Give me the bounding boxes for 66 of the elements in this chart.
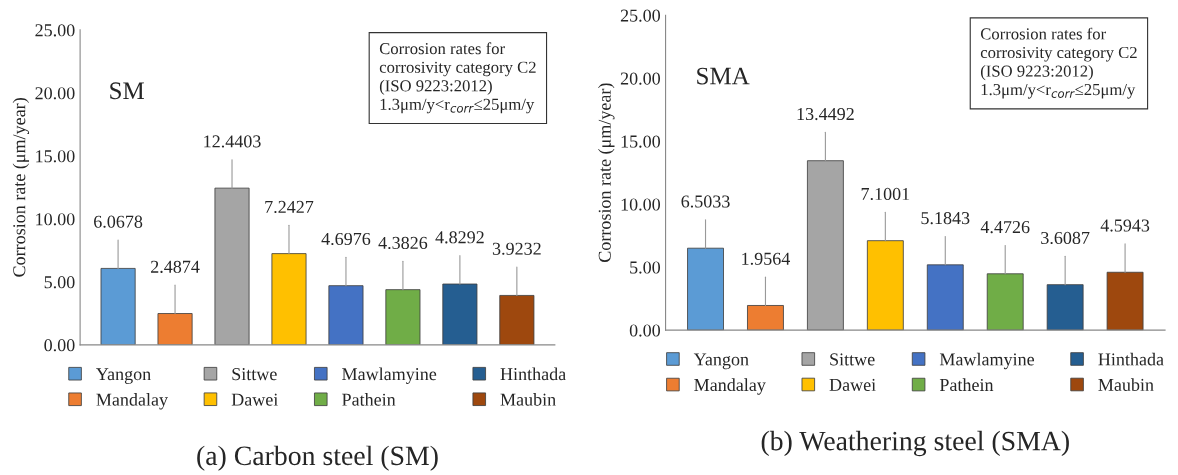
y-axis-title: Corrosion rate (μm/year) bbox=[598, 83, 615, 262]
bar bbox=[747, 305, 784, 331]
data-label: 13.4492 bbox=[797, 107, 854, 121]
annotation: Corrosion rates for corrosivity category C2 (ISO 9223:2012) 1.3μm/y<r$_{corr}$≤25μm/y bbox=[980, 27, 1137, 99]
legend-label: Dawei bbox=[231, 393, 278, 406]
bar bbox=[385, 289, 421, 345]
data-label: 6.5033 bbox=[681, 195, 730, 208]
legend-label: Mandalay bbox=[694, 378, 766, 395]
legend-label: Sittwe bbox=[232, 368, 277, 381]
bar bbox=[328, 285, 364, 345]
y-axis-title: Corrosion rate (μm/year) bbox=[12, 98, 30, 277]
bar bbox=[926, 264, 964, 331]
legend-label: Yangon bbox=[693, 353, 749, 370]
y-tick-label: 0.00 bbox=[629, 324, 661, 337]
legend-label: Maubin bbox=[1098, 378, 1154, 391]
text: (a) Carbon steel (SM) bbox=[197, 445, 438, 471]
bar bbox=[1106, 271, 1144, 331]
bar bbox=[100, 267, 136, 345]
data-label: 3.6087 bbox=[1041, 231, 1090, 245]
y-tick-label: 0.00 bbox=[44, 339, 75, 352]
legend-label: Mandalay bbox=[96, 393, 168, 410]
y-tick-label: 5.00 bbox=[630, 261, 661, 274]
legend-label: Mawlamyine bbox=[342, 367, 437, 384]
y-tick-label: 20.00 bbox=[35, 87, 75, 100]
text: (b) Weathering steel (SMA) bbox=[761, 430, 1069, 457]
legend-label: Hinthada bbox=[1098, 352, 1164, 366]
data-label: 4.6976 bbox=[321, 232, 371, 246]
bar bbox=[687, 247, 724, 331]
data-label: 7.1001 bbox=[861, 187, 910, 201]
data-label: 2.4874 bbox=[151, 260, 200, 273]
annotation: Corrosion rates for corrosivity category C2 (ISO 9223:2012) 1.3μm/y<r$_{corr}$≤25μm/y bbox=[379, 42, 536, 114]
bar bbox=[866, 240, 904, 331]
data-label: 4.4726 bbox=[980, 221, 1030, 234]
bar bbox=[986, 273, 1024, 331]
y-tick-label: 25.00 bbox=[35, 24, 75, 37]
legend-label: Maubin bbox=[500, 393, 556, 406]
legend-label: Sittwe bbox=[830, 353, 875, 366]
legend-label: Pathein bbox=[342, 393, 396, 406]
y-tick-label: 5.00 bbox=[44, 276, 75, 289]
legend-label: Hinthada bbox=[500, 367, 566, 381]
data-label: 7.2427 bbox=[265, 200, 314, 214]
y-tick-label: 25.00 bbox=[620, 9, 661, 22]
annotation: SM bbox=[110, 82, 144, 100]
data-label: 12.4403 bbox=[204, 135, 261, 148]
bar bbox=[157, 313, 193, 345]
y-tick-label: 15.00 bbox=[621, 135, 661, 148]
data-label: 1.9564 bbox=[742, 252, 791, 265]
legend-label: Dawei bbox=[829, 378, 876, 391]
y-tick-label: 15.00 bbox=[36, 150, 75, 163]
y-tick-label: 10.00 bbox=[36, 213, 75, 226]
legend-label: Mawlamyine bbox=[939, 352, 1035, 370]
data-label: 3.9232 bbox=[492, 242, 541, 255]
bar bbox=[499, 295, 535, 345]
bar bbox=[442, 283, 478, 345]
data-label: 4.8292 bbox=[435, 231, 484, 244]
annotation: SMA bbox=[697, 67, 750, 85]
data-label: 4.5943 bbox=[1100, 219, 1150, 232]
legend-label: Pathein bbox=[939, 378, 994, 392]
y-tick-label: 20.00 bbox=[620, 72, 661, 85]
data-label: 4.3826 bbox=[378, 236, 428, 250]
data-label: 5.1843 bbox=[921, 211, 970, 225]
data-label: 6.0678 bbox=[94, 215, 143, 228]
bar bbox=[271, 253, 307, 345]
bar bbox=[1046, 284, 1084, 331]
y-tick-label: 10.00 bbox=[621, 198, 661, 211]
legend-label: Yangon bbox=[96, 368, 151, 384]
